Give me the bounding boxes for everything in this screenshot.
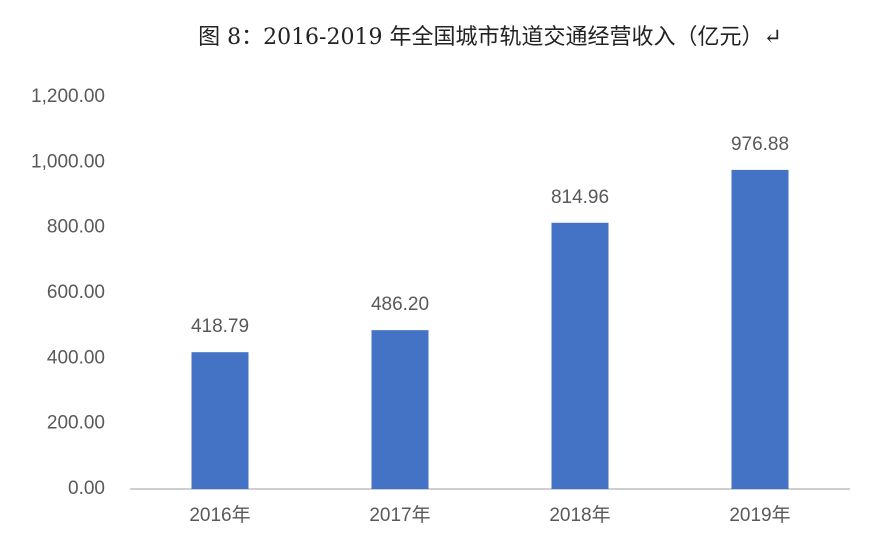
bar [191,352,249,489]
y-tick-label: 1,000.00 [31,151,105,172]
y-tick-label: 800.00 [47,217,105,238]
value-label: 486.20 [371,294,429,315]
y-tick-label: 200.00 [47,413,105,434]
y-tick-label: 400.00 [47,347,105,368]
x-tick-label: 2017年 [369,504,430,526]
value-label: 814.96 [551,187,609,208]
bar [731,169,789,489]
bar [551,222,609,490]
chart-title: 图 8：2016-2019 年全国城市轨道交通经营收入（亿元）↵ [198,25,782,50]
x-tick-label: 2016年 [189,504,250,526]
bar [371,330,429,489]
y-tick-label: 600.00 [47,282,105,303]
y-tick-label: 1,200.00 [31,86,105,107]
value-label: 418.79 [191,316,249,337]
x-tick-label: 2019年 [729,504,790,526]
y-tick-label: 0.00 [68,478,105,499]
x-tick-label: 2018年 [549,504,610,526]
value-label: 976.88 [731,134,789,155]
